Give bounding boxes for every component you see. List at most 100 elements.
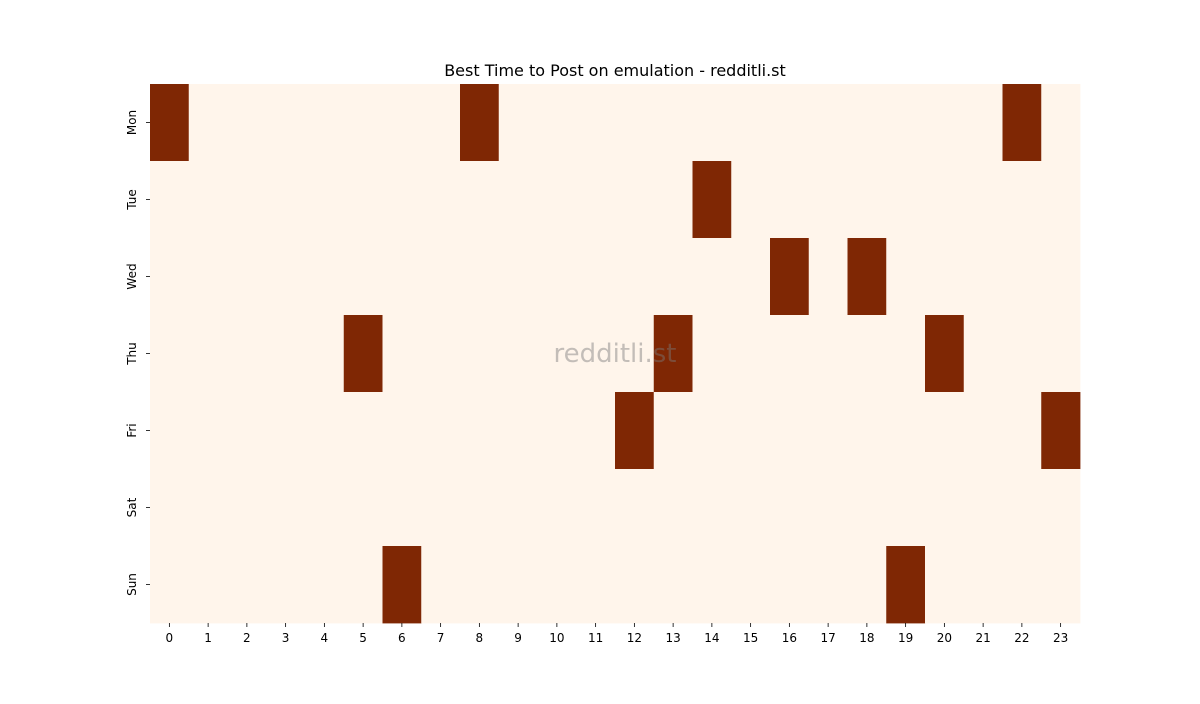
heatmap-cell-sat-19 [886, 469, 926, 547]
heatmap-cell-thu-19 [886, 315, 926, 393]
heatmap-cell-wed-11 [576, 238, 616, 316]
x-tick-label: 12 [627, 631, 642, 645]
heatmap-cell-thu-7 [421, 315, 461, 393]
heatmap-cell-mon-0 [150, 84, 190, 162]
heatmap-cell-sun-0 [150, 546, 190, 624]
heatmap-cell-sun-19 [886, 546, 926, 624]
x-tick-label: 5 [359, 631, 367, 645]
heatmap-cell-fri-21 [963, 392, 1003, 470]
x-tick-label: 7 [437, 631, 445, 645]
heatmap-cell-tue-22 [1002, 161, 1042, 239]
heatmap-cell-thu-9 [498, 315, 538, 393]
x-tick-label: 15 [743, 631, 758, 645]
x-tick-label: 20 [937, 631, 952, 645]
heatmap-cell-fri-16 [770, 392, 810, 470]
x-tick-label: 18 [859, 631, 874, 645]
heatmap-cell-wed-13 [653, 238, 693, 316]
heatmap-cell-thu-6 [382, 315, 422, 393]
x-tick-label: 13 [665, 631, 680, 645]
heatmap-cell-tue-0 [150, 161, 190, 239]
heatmap-cell-sun-20 [925, 546, 965, 624]
heatmap-cell-thu-0 [150, 315, 190, 393]
x-tick-label: 11 [588, 631, 603, 645]
heatmap-cell-fri-3 [266, 392, 306, 470]
heatmap-cell-thu-15 [731, 315, 771, 393]
heatmap-cell-sat-9 [498, 469, 538, 547]
heatmap-cell-tue-5 [343, 161, 383, 239]
heatmap-cell-sat-1 [188, 469, 228, 547]
heatmap-cell-wed-15 [731, 238, 771, 316]
heatmap-cell-mon-13 [653, 84, 693, 162]
heatmap-cell-tue-18 [847, 161, 887, 239]
heatmap-cell-fri-5 [343, 392, 383, 470]
heatmap-cell-thu-2 [227, 315, 267, 393]
y-tick-label: Sat [125, 497, 139, 517]
heatmap-cell-tue-3 [266, 161, 306, 239]
heatmap-cell-sun-5 [343, 546, 383, 624]
heatmap-cell-tue-10 [537, 161, 577, 239]
heatmap-cell-tue-1 [188, 161, 228, 239]
heatmap-cell-sun-15 [731, 546, 771, 624]
heatmap-cell-thu-23 [1041, 315, 1081, 393]
heatmap-cell-fri-6 [382, 392, 422, 470]
x-tick-label: 22 [1014, 631, 1029, 645]
heatmap-cell-thu-8 [460, 315, 500, 393]
heatmap-cell-wed-1 [188, 238, 228, 316]
heatmap-cell-sun-6 [382, 546, 422, 624]
heatmap-cell-fri-11 [576, 392, 616, 470]
heatmap-cell-mon-20 [925, 84, 965, 162]
heatmap-cell-thu-20 [925, 315, 965, 393]
heatmap-cell-sun-4 [305, 546, 345, 624]
x-tick-label: 21 [975, 631, 990, 645]
x-tick-label: 19 [898, 631, 913, 645]
heatmap-cell-mon-22 [1002, 84, 1042, 162]
heatmap-cell-wed-0 [150, 238, 190, 316]
heatmap-cell-tue-9 [498, 161, 538, 239]
heatmap-cell-wed-3 [266, 238, 306, 316]
heatmap-cell-wed-19 [886, 238, 926, 316]
heatmap-cell-fri-8 [460, 392, 500, 470]
heatmap-cell-sat-21 [963, 469, 1003, 547]
heatmap-cell-wed-16 [770, 238, 810, 316]
heatmap-cell-mon-16 [770, 84, 810, 162]
heatmap-cell-fri-0 [150, 392, 190, 470]
heatmap-cell-wed-12 [615, 238, 655, 316]
heatmap-cell-sat-10 [537, 469, 577, 547]
heatmap-cell-sun-18 [847, 546, 887, 624]
y-axis: Mon Tue Wed Thu Fri Sat Sun [125, 110, 150, 596]
heatmap-cell-sun-9 [498, 546, 538, 624]
heatmap-cell-sat-12 [615, 469, 655, 547]
heatmap-cell-sat-3 [266, 469, 306, 547]
x-tick-label: 2 [243, 631, 251, 645]
heatmap-cell-sun-23 [1041, 546, 1081, 624]
x-tick-label: 17 [820, 631, 835, 645]
heatmap-cell-fri-1 [188, 392, 228, 470]
x-tick-label: 6 [398, 631, 406, 645]
heatmap-cell-wed-14 [692, 238, 732, 316]
heatmap-cell-mon-11 [576, 84, 616, 162]
heatmap-cell-sun-8 [460, 546, 500, 624]
heatmap-cell-sun-3 [266, 546, 306, 624]
heatmap-cell-fri-19 [886, 392, 926, 470]
heatmap-cell-tue-16 [770, 161, 810, 239]
heatmap-cell-fri-22 [1002, 392, 1042, 470]
heatmap-cell-tue-4 [305, 161, 345, 239]
heatmap-cell-sat-15 [731, 469, 771, 547]
heatmap-cell-mon-3 [266, 84, 306, 162]
heatmap-cell-tue-8 [460, 161, 500, 239]
y-tick-label: Sun [125, 573, 139, 596]
heatmap-cell-sun-16 [770, 546, 810, 624]
heatmap-cell-tue-20 [925, 161, 965, 239]
heatmap-cell-tue-13 [653, 161, 693, 239]
heatmap-cell-sat-11 [576, 469, 616, 547]
heatmap-cell-sun-10 [537, 546, 577, 624]
heatmap-cell-mon-10 [537, 84, 577, 162]
heatmap-cell-thu-16 [770, 315, 810, 393]
x-tick-label: 14 [704, 631, 719, 645]
x-tick-label: 10 [549, 631, 564, 645]
heatmap-cell-sun-2 [227, 546, 267, 624]
heatmap-cell-sat-13 [653, 469, 693, 547]
x-tick-label: 0 [166, 631, 174, 645]
heatmap-cell-mon-4 [305, 84, 345, 162]
